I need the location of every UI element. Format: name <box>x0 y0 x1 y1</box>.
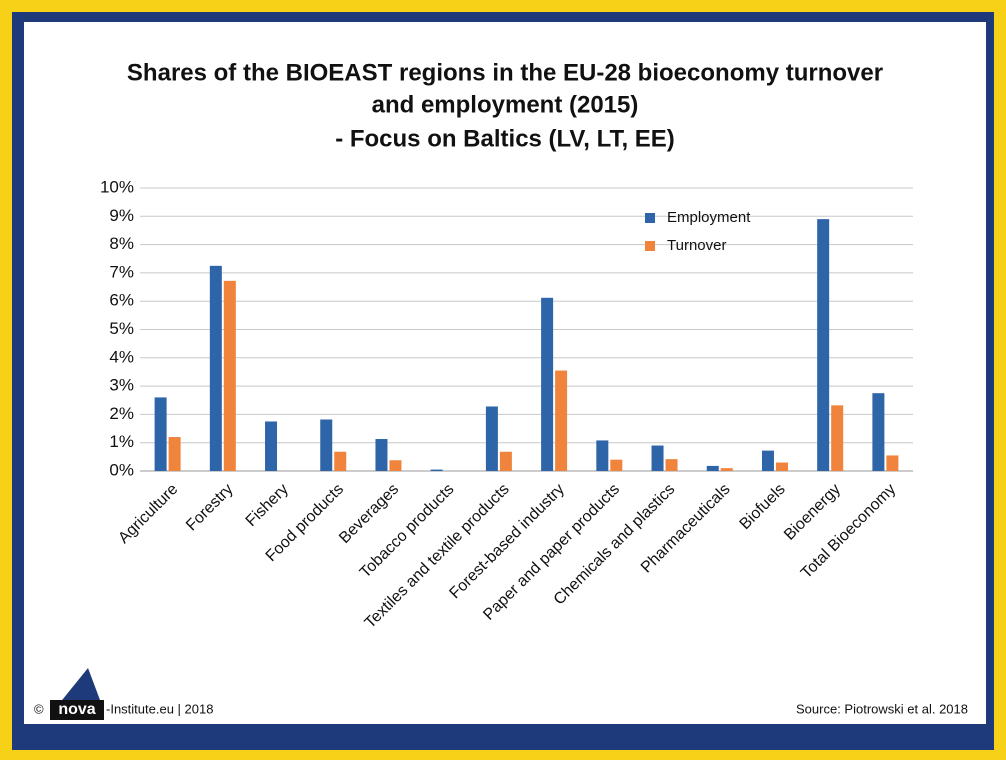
bar <box>334 451 347 471</box>
legend-label: Employment <box>667 209 751 226</box>
title-line: and employment (2015) <box>372 91 639 118</box>
y-tick-label: 9% <box>109 206 134 225</box>
bar <box>886 455 899 471</box>
bar <box>223 280 236 471</box>
bar <box>541 297 554 471</box>
y-tick-label: 3% <box>109 376 134 395</box>
bar <box>375 439 388 471</box>
y-tick-label: 10% <box>100 177 134 196</box>
bar <box>610 459 623 471</box>
bar <box>720 468 733 471</box>
y-tick-label: 5% <box>109 319 134 338</box>
y-tick-label: 2% <box>109 404 134 423</box>
title-line: Shares of the BIOEAST regions in the EU-… <box>127 59 883 86</box>
bar <box>555 370 568 471</box>
bar <box>154 397 167 471</box>
bar <box>209 265 222 471</box>
credit: -Institute.eu | 2018 <box>106 701 213 716</box>
source: Source: Piotrowski et al. 2018 <box>796 701 968 716</box>
bar <box>706 465 719 471</box>
y-tick-label: 1% <box>109 432 134 451</box>
copyright: © <box>34 701 44 716</box>
logo-box <box>50 700 104 720</box>
bar <box>651 445 664 471</box>
bar <box>596 440 609 471</box>
y-tick-label: 0% <box>109 460 134 479</box>
bar <box>775 462 788 471</box>
bar <box>485 406 498 471</box>
y-tick-label: 4% <box>109 347 134 366</box>
bar <box>872 393 885 471</box>
bar <box>265 421 278 471</box>
title-line: - Focus on Baltics (LV, LT, EE) <box>335 125 675 152</box>
bar <box>430 469 443 471</box>
y-tick-label: 7% <box>109 262 134 281</box>
bar <box>761 450 774 471</box>
legend-swatch <box>645 213 655 223</box>
bar <box>389 460 402 471</box>
legend-label: Turnover <box>667 237 726 254</box>
bar <box>499 451 512 471</box>
bar <box>320 419 333 471</box>
bar <box>831 405 844 471</box>
bar <box>168 437 181 471</box>
bar <box>665 459 678 471</box>
y-tick-label: 8% <box>109 234 134 253</box>
logo-text: nova <box>58 701 95 718</box>
bar <box>817 219 830 471</box>
y-tick-label: 6% <box>109 291 134 310</box>
legend-swatch <box>645 241 655 251</box>
